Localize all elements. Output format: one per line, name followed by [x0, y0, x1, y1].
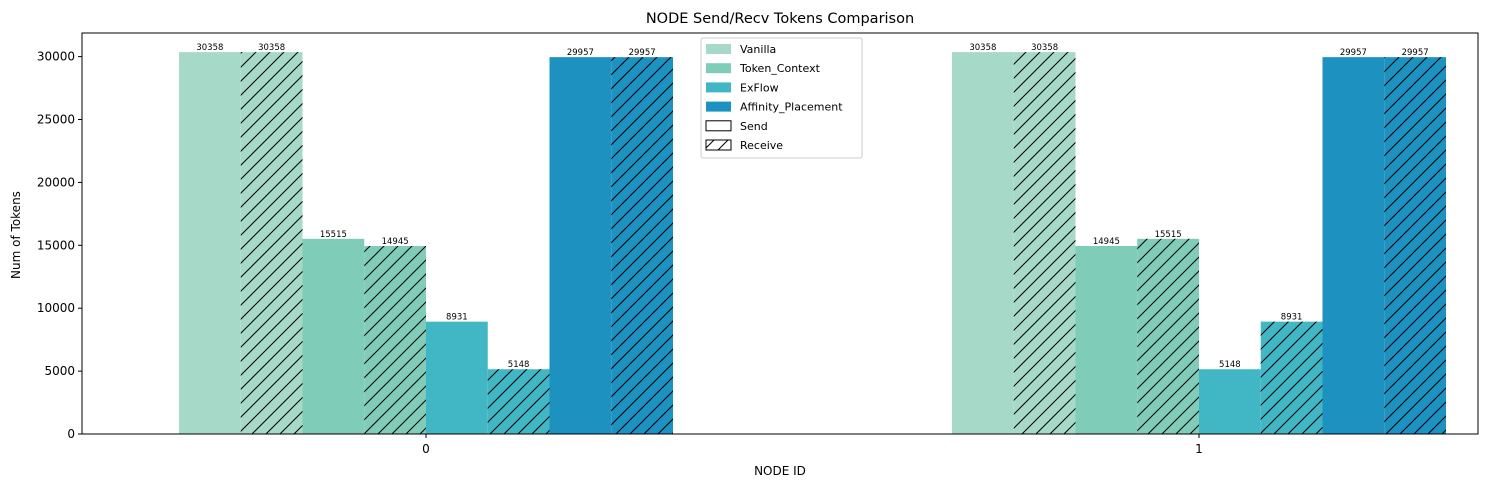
chart-title: NODE Send/Recv Tokens Comparison — [646, 11, 914, 27]
bar-hatch — [1384, 57, 1446, 435]
bar-value-label: 29957 — [1402, 48, 1429, 58]
legend-box — [700, 37, 863, 159]
bar — [1322, 57, 1385, 435]
bar — [1075, 245, 1138, 434]
legend-swatch — [706, 44, 731, 54]
bar-value-label: 29957 — [1340, 48, 1367, 58]
bar-hatch — [611, 57, 673, 435]
bar-value-label: 8931 — [446, 313, 468, 323]
bar-value-label: 29957 — [567, 48, 594, 58]
bar — [179, 52, 241, 434]
x-axis-label: NODE ID — [754, 464, 806, 478]
y-tick-label: 25000 — [37, 113, 75, 127]
bar-value-label: 30358 — [258, 43, 285, 53]
bar-value-label: 30358 — [969, 43, 996, 53]
bar — [952, 52, 1014, 434]
legend-label: ExFlow — [740, 81, 779, 94]
bar-value-label: 14945 — [382, 237, 409, 247]
legend-label: Send — [740, 120, 768, 133]
bar — [1199, 369, 1261, 434]
x-tick-label: 0 — [422, 442, 430, 456]
bar-value-label: 14945 — [1093, 237, 1120, 247]
y-tick-label: 10000 — [37, 301, 75, 315]
bar-hatch — [1013, 52, 1076, 434]
bar-value-label: 5148 — [508, 360, 530, 370]
y-axis-label: Num of Tokens — [9, 191, 23, 279]
bar — [549, 57, 612, 435]
legend-label: Vanilla — [740, 43, 776, 56]
legend-swatch-hatch — [706, 140, 731, 150]
bar-hatch — [1137, 238, 1199, 434]
legend-label: Receive — [740, 139, 783, 152]
bar-hatch — [487, 369, 550, 434]
bar — [302, 238, 365, 434]
legend-label: Affinity_Placement — [740, 101, 843, 114]
bar-hatch — [1260, 321, 1323, 434]
bar-value-label: 15515 — [1155, 230, 1182, 240]
bar-value-label: 8931 — [1281, 313, 1303, 323]
bar-value-label: 30358 — [196, 43, 223, 53]
bar-value-label: 30358 — [1031, 43, 1058, 53]
legend-swatch — [706, 63, 731, 74]
plot-frame — [81, 32, 1479, 435]
bar-hatch — [240, 52, 303, 434]
y-tick-label: 15000 — [37, 238, 75, 252]
bar-value-label: 29957 — [629, 48, 656, 58]
legend: Vanilla Token_Context ExFlow Affinity_Place… — [700, 37, 863, 159]
bar — [426, 321, 488, 434]
y-tick-label: 5000 — [44, 364, 75, 378]
legend-label: Token_Context — [739, 62, 821, 75]
y-tick-label: 0 — [67, 427, 75, 441]
x-tick-label: 1 — [1195, 442, 1203, 456]
legend-swatch — [706, 101, 731, 112]
bar-value-label: 15515 — [320, 230, 347, 240]
legend-swatch — [706, 82, 731, 93]
legend-swatch — [705, 120, 732, 132]
y-tick-label: 20000 — [37, 175, 75, 189]
bar-value-label: 5148 — [1219, 360, 1241, 370]
y-tick-label: 30000 — [37, 50, 75, 64]
bar-hatch — [364, 245, 426, 434]
